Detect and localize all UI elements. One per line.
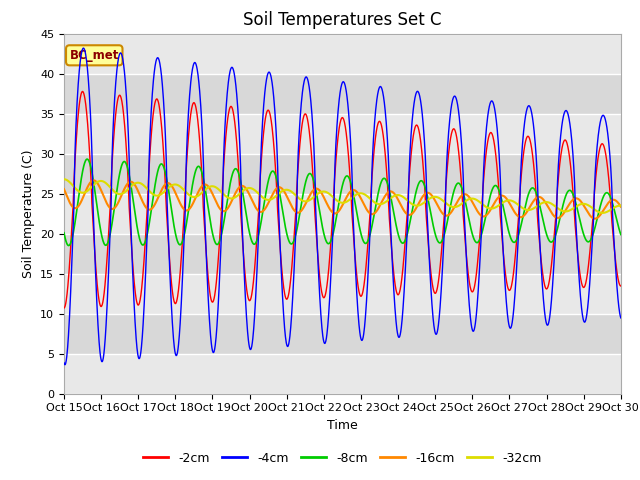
Bar [64,354,621,394]
Bar [64,34,621,73]
Y-axis label: Soil Temperature (C): Soil Temperature (C) [22,149,35,278]
Bar [64,114,621,154]
Title: Soil Temperatures Set C: Soil Temperatures Set C [243,11,442,29]
Text: BC_met: BC_met [70,49,119,62]
Bar [64,193,621,234]
Bar [64,313,621,354]
Legend: -2cm, -4cm, -8cm, -16cm, -32cm: -2cm, -4cm, -8cm, -16cm, -32cm [138,447,547,469]
Bar [64,154,621,193]
Bar [64,234,621,274]
Bar [64,274,621,313]
X-axis label: Time: Time [327,419,358,432]
Bar [64,73,621,114]
